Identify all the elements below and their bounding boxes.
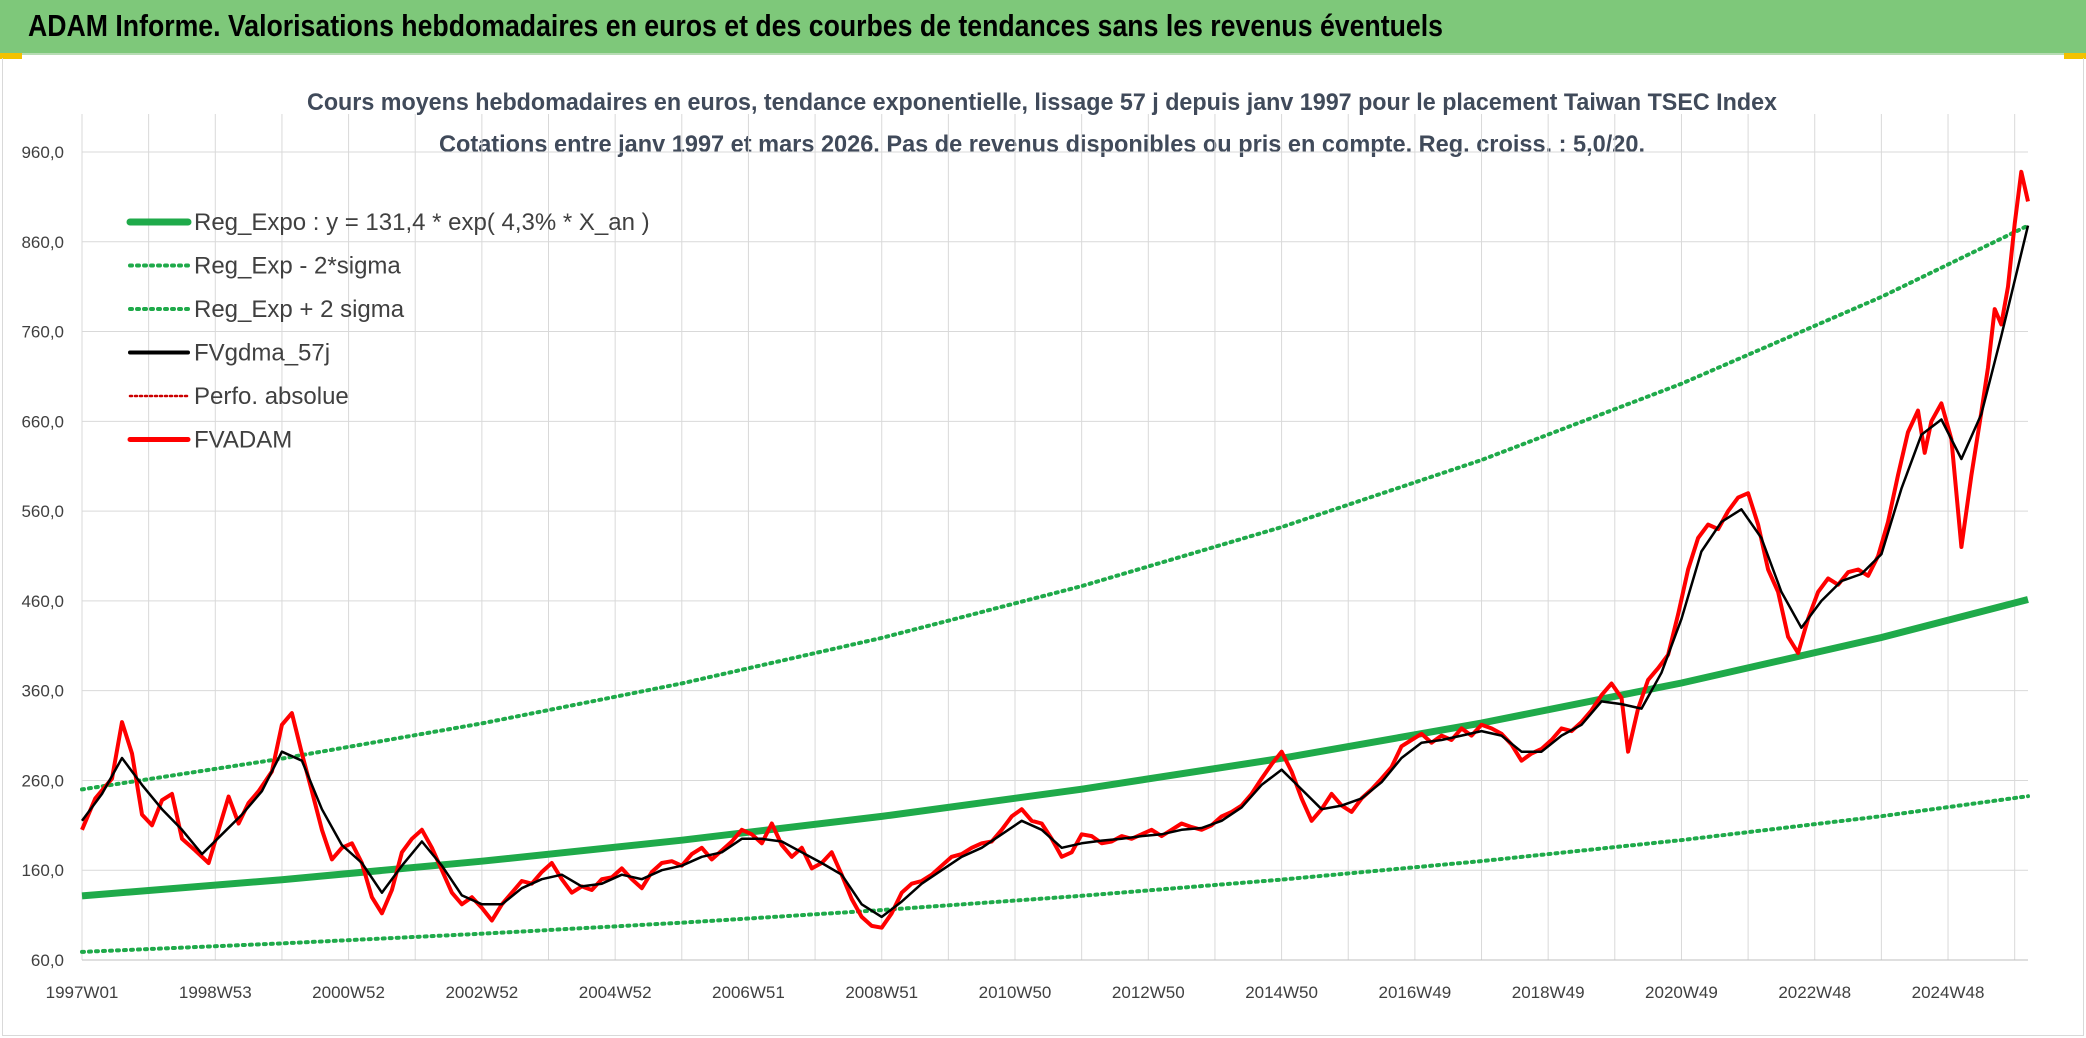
x-tick-label: 2004W52	[579, 983, 652, 1002]
y-tick-label: 360,0	[21, 682, 64, 701]
x-tick-label: 2000W52	[312, 983, 385, 1002]
x-tick-label: 1998W53	[179, 983, 252, 1002]
y-tick-label: 60,0	[31, 951, 64, 970]
y-tick-label: 260,0	[21, 771, 64, 790]
legend-label: Perfo. absolue	[194, 383, 349, 410]
chart-title-line-1: Cours moyens hebdomadaires en euros, ten…	[307, 89, 1778, 116]
legend-label: FVADAM	[194, 427, 292, 454]
x-tick-label: 2008W51	[845, 983, 918, 1002]
x-tick-label: 2012W50	[1112, 983, 1185, 1002]
series-reg-expo	[81, 596, 2029, 900]
x-tick-label: 2002W52	[445, 983, 518, 1002]
x-tick-label: 2016W49	[1378, 983, 1451, 1002]
y-tick-label: 560,0	[21, 502, 64, 521]
legend-label: FVgdma_57j	[194, 340, 330, 367]
y-tick-label: 460,0	[21, 592, 64, 611]
report-title: ADAM Informe. Valorisations hebdomadaire…	[28, 8, 1443, 43]
series-fvgdma-57j	[80, 225, 2030, 919]
x-tick-label: 2014W50	[1245, 983, 1318, 1002]
legend-label: Reg_Exp + 2 sigma	[194, 296, 405, 323]
x-tick-label: 1997W01	[46, 983, 119, 1002]
y-tick-label: 760,0	[21, 323, 64, 342]
chart-title-line-2: Cotations entre janv 1997 et mars 2026. …	[439, 131, 1645, 158]
y-tick-label: 660,0	[21, 412, 64, 431]
x-tick-label: 2018W49	[1512, 983, 1585, 1002]
y-tick-label: 860,0	[21, 233, 64, 252]
y-tick-label: 960,0	[21, 143, 64, 162]
legend-label: Reg_Expo : y = 131,4 * exp( 4,3% * X_an …	[194, 209, 650, 236]
series-reg-exp-plus-2sigma	[80, 223, 2030, 792]
x-tick-label: 2010W50	[979, 983, 1052, 1002]
header-accent-left	[0, 53, 22, 59]
y-tick-label: 160,0	[21, 861, 64, 880]
x-tick-label: 2022W48	[1778, 983, 1851, 1002]
chart-frame	[2, 58, 2084, 1036]
x-tick-label: 2020W49	[1645, 983, 1718, 1002]
x-tick-label: 2006W51	[712, 983, 785, 1002]
series-fvadam	[80, 169, 2030, 930]
header-bar: ADAM Informe. Valorisations hebdomadaire…	[0, 0, 2086, 55]
legend-label: Reg_Exp - 2*sigma	[194, 253, 401, 280]
series-reg-exp-minus-2sigma	[80, 794, 2030, 954]
header-accent-right	[2064, 53, 2086, 59]
x-tick-label: 2024W48	[1912, 983, 1985, 1002]
